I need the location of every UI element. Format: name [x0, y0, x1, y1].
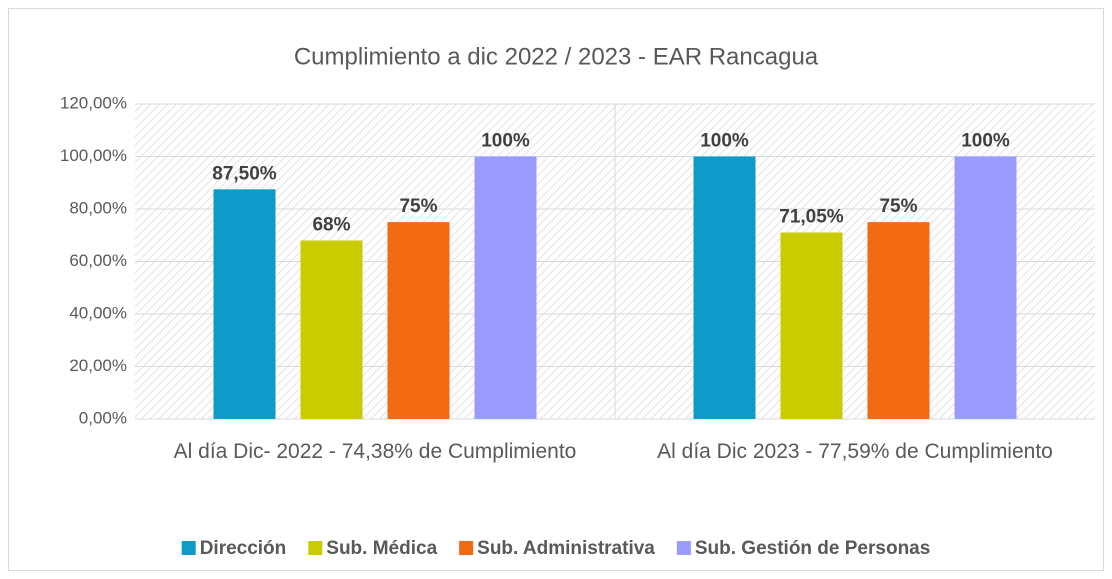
- legend-swatch: [181, 541, 196, 555]
- bar: [474, 156, 537, 419]
- y-tick-label: 0,00%: [79, 408, 127, 427]
- legend-label: Sub. Administrativa: [477, 538, 655, 559]
- chart-title: Cumplimiento a dic 2022 / 2023 - EAR Ran…: [294, 43, 819, 70]
- bar: [387, 222, 450, 419]
- legend-swatch: [459, 541, 474, 555]
- data-label: 100%: [961, 131, 1010, 152]
- data-label: 100%: [481, 131, 530, 152]
- legend-label: Dirección: [200, 538, 287, 559]
- y-tick-label: 40,00%: [69, 303, 127, 322]
- data-label: 75%: [879, 196, 917, 217]
- y-tick-label: 80,00%: [69, 198, 127, 217]
- x-tick-label: Al día Dic- 2022 - 74,38% de Cumplimient…: [173, 440, 577, 463]
- bar: [213, 189, 276, 419]
- bar: [693, 156, 756, 419]
- data-label: 75%: [399, 196, 437, 217]
- legend-swatch: [676, 541, 691, 555]
- y-tick-label: 20,00%: [69, 356, 127, 375]
- legend-swatch: [308, 541, 323, 555]
- y-tick-label: 100,00%: [60, 146, 127, 165]
- y-tick-label: 120,00%: [60, 93, 127, 112]
- legend-label: Sub. Médica: [326, 538, 437, 559]
- data-label: 87,50%: [212, 163, 277, 184]
- y-tick-label: 60,00%: [69, 251, 127, 270]
- data-label: 68%: [312, 215, 350, 236]
- data-label: 100%: [700, 131, 749, 152]
- data-label: 71,05%: [779, 207, 844, 228]
- bar: [867, 222, 930, 419]
- legend-label: Sub. Gestión de Personas: [695, 538, 930, 559]
- bar: [954, 156, 1017, 419]
- x-tick-label: Al día Dic 2023 - 77,59% de Cumplimiento: [657, 440, 1053, 463]
- bar: [780, 232, 843, 419]
- bar: [300, 240, 363, 419]
